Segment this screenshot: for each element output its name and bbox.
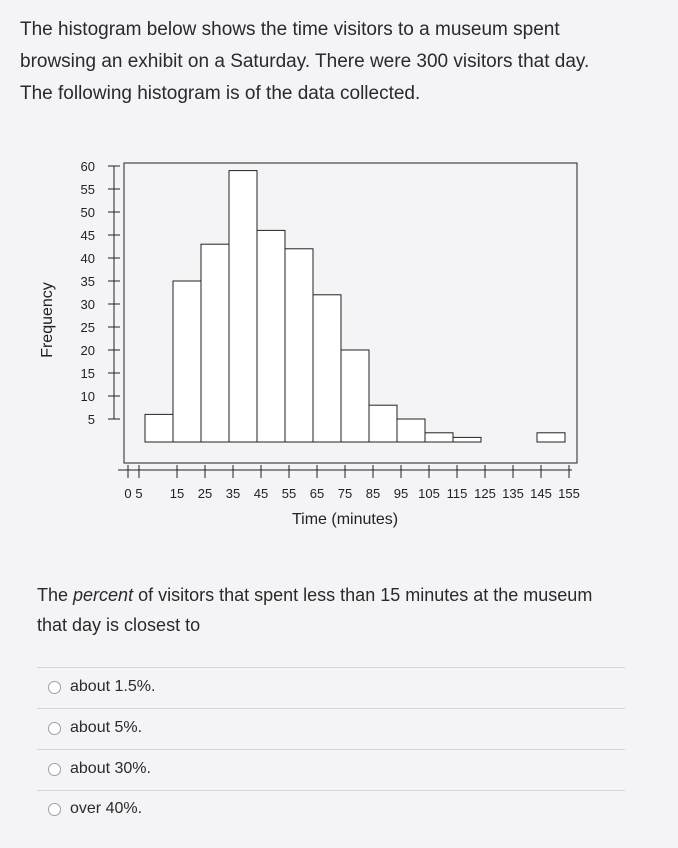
option-label: about 1.5%. [70, 678, 156, 695]
x-tick-label: 115 [447, 486, 468, 501]
answer-option-3[interactable]: about 30%. [48, 760, 151, 778]
radio-button[interactable] [48, 721, 61, 735]
histogram-bar [368, 404, 398, 443]
question-line-1: The histogram below shows the time visit… [20, 19, 560, 40]
option-label: about 5%. [70, 719, 143, 736]
divider [37, 667, 625, 668]
divider [37, 749, 625, 750]
prompt-suffix: of visitors that spent less than 15 minu… [37, 585, 593, 635]
x-tick-label: 55 [282, 486, 296, 501]
question-line-2: browsing an exhibit on a Saturday. There… [20, 51, 590, 72]
prompt-text: The percent of visitors that spent less … [37, 580, 597, 640]
x-axis-label: Time (minutes) [292, 511, 398, 528]
histogram-bar [340, 349, 370, 443]
question-line-3: The following histogram is of the data c… [20, 83, 421, 104]
x-tick-label: 15 [170, 486, 184, 501]
x-tick-label: 85 [366, 486, 380, 501]
prompt-emphasis: percent [73, 585, 134, 605]
x-tick-label: 0 [124, 486, 131, 501]
y-tick-label: 55 [81, 182, 95, 197]
option-label: over 40%. [70, 800, 143, 817]
y-tick-label: 30 [81, 297, 95, 312]
histogram-bar [144, 413, 174, 443]
x-tick-label: 95 [394, 486, 408, 501]
x-tick-label: 65 [310, 486, 324, 501]
x-tick-label: 35 [226, 486, 240, 501]
histogram-bar [256, 229, 286, 443]
x-tick-label: 75 [338, 486, 352, 501]
x-tick-label: 155 [558, 486, 580, 501]
y-tick-label: 25 [81, 320, 95, 335]
x-tick-label: 135 [502, 486, 524, 501]
histogram-bar [312, 294, 342, 443]
divider [37, 708, 625, 709]
plot-frame [123, 162, 578, 464]
histogram-bar [284, 248, 314, 443]
radio-button[interactable] [48, 802, 61, 816]
histogram-bar [452, 436, 482, 443]
y-tick-label: 50 [81, 205, 95, 220]
histogram-bar [200, 243, 230, 443]
y-tick-label: 20 [81, 343, 95, 358]
prompt-prefix: The [37, 585, 74, 605]
x-tick-label: 45 [254, 486, 268, 501]
histogram-bar [228, 170, 258, 443]
x-axis: 0 5 15 25 35 45 55 65 75 85 95 105 115 125 135 145 155 [118, 465, 580, 501]
y-tick-label: 5 [88, 412, 95, 427]
x-tick-label: 25 [198, 486, 212, 501]
x-tick-label: 5 [135, 486, 142, 501]
y-axis: 5 10 15 20 25 30 35 40 45 50 55 60 [81, 159, 120, 427]
y-tick-label: 10 [81, 389, 95, 404]
answer-option-1[interactable]: about 1.5%. [48, 678, 155, 696]
x-tick-label: 125 [474, 486, 496, 501]
y-tick-label: 40 [81, 251, 95, 266]
answer-option-4[interactable]: over 40%. [48, 800, 142, 818]
divider [37, 790, 625, 791]
histogram-bar [536, 432, 566, 443]
radio-button[interactable] [48, 762, 61, 776]
histogram-bars [144, 170, 566, 443]
histogram-bar [424, 432, 454, 443]
y-tick-label: 45 [81, 228, 95, 243]
y-tick-label: 15 [81, 366, 95, 381]
answer-option-2[interactable]: about 5%. [48, 719, 142, 737]
radio-button[interactable] [48, 680, 61, 694]
question-text: The histogram below shows the time visit… [20, 14, 650, 110]
y-tick-label: 60 [81, 159, 95, 174]
y-tick-label: 35 [81, 274, 95, 289]
x-tick-label: 105 [418, 486, 440, 501]
y-axis-label: Frequency [39, 282, 56, 358]
x-tick-label: 145 [530, 486, 552, 501]
histogram-bar [172, 280, 202, 443]
option-label: about 30%. [70, 760, 151, 777]
histogram-bar [396, 418, 426, 443]
